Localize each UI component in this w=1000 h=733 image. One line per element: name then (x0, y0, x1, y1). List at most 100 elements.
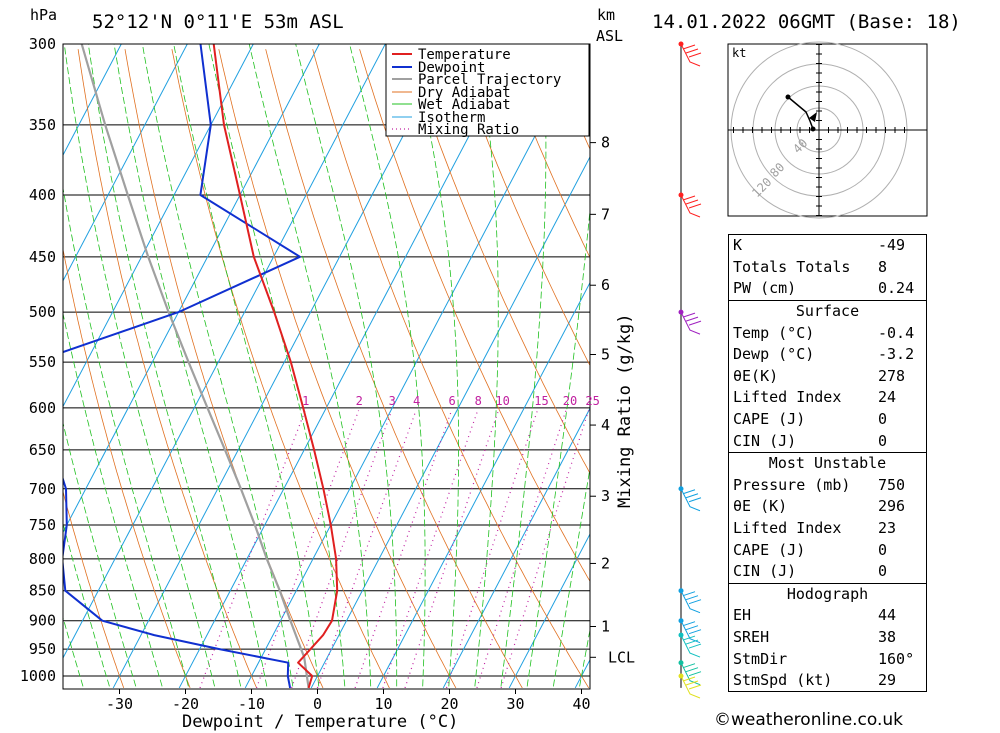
x-tick-label: 10 (374, 695, 392, 713)
wind-barb-shaft (680, 488, 701, 512)
wind-barb-shaft (680, 662, 701, 686)
wind-barb-shaft (680, 194, 701, 218)
x-tick-label: -30 (106, 695, 133, 713)
wind-barb-flag (688, 599, 702, 605)
dry-adiabat (359, 49, 590, 583)
mixing-ratio-line (316, 410, 417, 689)
wind-barb (680, 488, 702, 512)
km-tick-label: 3 (601, 487, 610, 505)
li-value: 24 (878, 388, 897, 407)
wind-barb-flag (682, 621, 696, 627)
wind-barb (680, 634, 702, 658)
km-tick-label: 8 (601, 134, 610, 152)
pressure-tick-label: 650 (29, 441, 56, 459)
wind-barb (680, 662, 702, 686)
wind-barb-flag (682, 44, 696, 50)
wind-barb-flag (688, 52, 702, 58)
mu-li-label: Lifted Index (733, 519, 842, 538)
wind-barb-flag (688, 671, 702, 677)
pressure-tick-label: 900 (29, 612, 56, 630)
hpa-unit: hPa (30, 6, 57, 24)
mixing-ratio-label: 4 (413, 394, 420, 408)
mu-cin-label: CIN (J) (733, 562, 797, 581)
wind-barb-flag (685, 48, 699, 54)
wind-barb-shaft (680, 43, 701, 67)
stmdir-label: StmDir (733, 649, 788, 668)
mixing-ratio-label: 10 (495, 394, 509, 408)
isotherm (63, 44, 188, 282)
wet-adiabat (474, 44, 499, 687)
pressure-tick-label: 500 (29, 303, 56, 321)
theta-label: θE(K) (733, 366, 779, 385)
wind-barb-flag (688, 629, 702, 635)
dry-adiabat (969, 49, 1000, 688)
wind-barb-flag (688, 643, 702, 649)
isotherm (63, 44, 122, 157)
legend: Temperature Dewpoint Parcel Trajectory D… (385, 43, 590, 138)
sreh-label: SREH (733, 627, 770, 646)
km-tick-label: 2 (601, 554, 610, 572)
wet-adiabat (410, 44, 460, 687)
wet-adiabat (63, 185, 189, 687)
cape-label: CAPE (J) (733, 410, 806, 429)
wind-barb-flag (682, 489, 696, 495)
legend-mix: Mixing Ratio (418, 122, 519, 138)
wind-barb (680, 43, 702, 67)
mixing-ratio-label: 1 (302, 394, 309, 408)
pressure-tick-label: 450 (29, 248, 56, 266)
km-tick-label: 4 (601, 416, 610, 434)
dewp-label: Dewp (°C) (733, 345, 815, 364)
credit-link[interactable]: ©weatheronline.co.uk (714, 710, 904, 730)
legend-iso: Isotherm (418, 110, 485, 126)
wind-barb (680, 311, 702, 335)
dry-adiabat (77, 49, 257, 689)
temp-value: -0.4 (878, 323, 915, 342)
mu-cape-value: 0 (878, 540, 888, 559)
dewpoint-line (63, 44, 301, 689)
mu-li-value: 23 (878, 519, 897, 538)
storm-motion-marker (809, 112, 817, 122)
sreh-value: 38 (878, 627, 897, 646)
km-tick-label: 6 (601, 276, 610, 294)
isotherm (310, 155, 590, 689)
wind-barb-flag (685, 625, 699, 631)
dry-adiabat (312, 49, 590, 689)
li-label: Lifted Index (733, 388, 842, 407)
x-tick-label: -10 (238, 695, 265, 713)
x-tick-label: 0 (313, 695, 322, 713)
temperature-line (212, 44, 339, 689)
wind-barb-flag (688, 684, 702, 690)
wind-barb-flag (682, 591, 696, 597)
cin-label: CIN (J) (733, 431, 797, 450)
pressure-tick-label: 850 (29, 582, 56, 600)
dry-adiabat (171, 49, 390, 689)
mu-theta-value: 296 (878, 497, 906, 516)
mu-title: Most Unstable (728, 451, 927, 475)
diagram-grid (63, 44, 1000, 689)
axes: 1 2 3 4 6 8 10 15 20 2530035040045050055060065070… (20, 35, 635, 713)
wet-adiabat (526, 206, 590, 687)
wind-barb-shaft (680, 590, 701, 614)
hodograph-trace (787, 96, 814, 130)
dry-adiabat (63, 247, 191, 689)
mixing-ratio-line (255, 410, 360, 689)
temp-label: Temp (°C) (733, 323, 815, 342)
wind-barb-flag (682, 676, 696, 682)
km-tick-label: 1 (601, 618, 610, 636)
pressure-tick-label: 1000 (20, 667, 56, 685)
wet-adiabat (173, 44, 320, 687)
mixing-ratio-line (476, 410, 567, 689)
x-tick-label: 40 (572, 695, 590, 713)
km-unit: km (597, 6, 615, 24)
wet-adiabat (113, 44, 268, 687)
plot-frame (62, 43, 591, 690)
km-tick-label: 5 (601, 346, 610, 364)
wind-barb-flag (685, 199, 699, 205)
location-title: 52°12'N 0°11'E 53m ASL (92, 11, 344, 33)
theta-value: 278 (878, 366, 906, 385)
isotherm (376, 281, 590, 689)
wind-barb-flag (685, 680, 699, 686)
mixing-ratio-label: 20 (563, 394, 577, 408)
mixing-ratio-label: 25 (585, 394, 599, 408)
isotherm (63, 44, 254, 408)
